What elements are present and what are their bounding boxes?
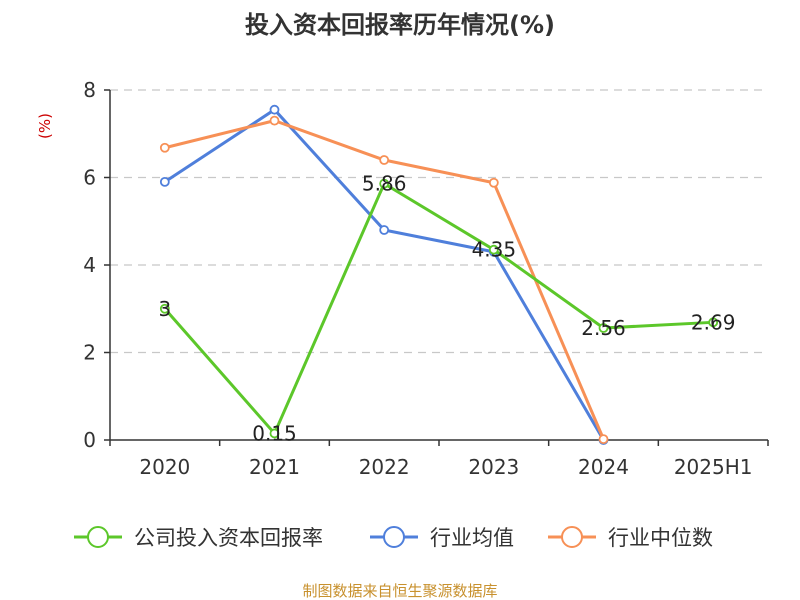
data-point [159,142,170,153]
data-point [379,155,390,165]
x-axis-ticks: 2020 2021 2022 2023 2024 2025H1 [109,440,769,479]
data-point [598,323,609,333]
legend-marker [383,526,405,548]
y-tick-label: 0 [83,428,96,452]
x-tick-label: 2020 [139,455,190,479]
legend-marker [561,526,583,548]
data-point [488,244,499,255]
data-point [598,434,609,445]
data-label: 2.56 [581,316,626,340]
legend-label: 行业中位数 [608,526,713,550]
y-axis-unit-label: (%) [36,113,54,139]
x-tick-label: 2023 [468,455,519,479]
data-label: 3 [158,297,171,321]
data-label: 0.15 [252,421,297,445]
data-point [159,176,170,187]
data-point [379,178,390,189]
data-point [159,303,170,314]
y-tick-label: 4 [83,253,96,277]
data-label: 2.69 [691,310,736,334]
data-point [269,104,280,115]
data-label: 4.35 [472,238,517,262]
legend-label: 公司投入资本回报率 [134,526,323,550]
x-tick-label: 2024 [578,455,629,479]
chart-title: 投入资本回报率历年情况(%) [245,11,555,39]
series-0 [159,178,719,439]
series-line [163,182,714,435]
grid-lines [110,89,768,354]
legend: 公司投入资本回报率 行业均值 行业中位数 [74,526,713,550]
y-tick-label: 2 [83,341,96,365]
y-tick-label: 6 [83,166,96,190]
y-tick-label: 8 [83,78,96,102]
x-tick-label: 2022 [359,455,410,479]
legend-item-2: 行业中位数 [548,526,713,550]
data-label: 5.86 [362,172,407,196]
data-point [708,317,719,328]
data-point [269,428,280,439]
x-tick-label: 2021 [249,455,300,479]
legend-item-1: 行业均值 [370,526,514,550]
data-labels: 3 0.15 5.86 4.35 2.56 2.69 [158,172,735,446]
legend-item-0: 公司投入资本回报率 [74,526,323,550]
series-lines [159,104,719,445]
legend-label: 行业均值 [430,526,514,550]
x-tick-label: 2025H1 [674,455,753,479]
series-2 [159,115,609,445]
data-point [269,115,280,126]
data-point [379,225,390,235]
source-note: 制图数据来自恒生聚源数据库 [302,582,497,600]
y-axis-ticks: 0 2 4 6 8 [83,78,110,452]
data-point [488,177,499,188]
legend-marker [87,526,109,548]
